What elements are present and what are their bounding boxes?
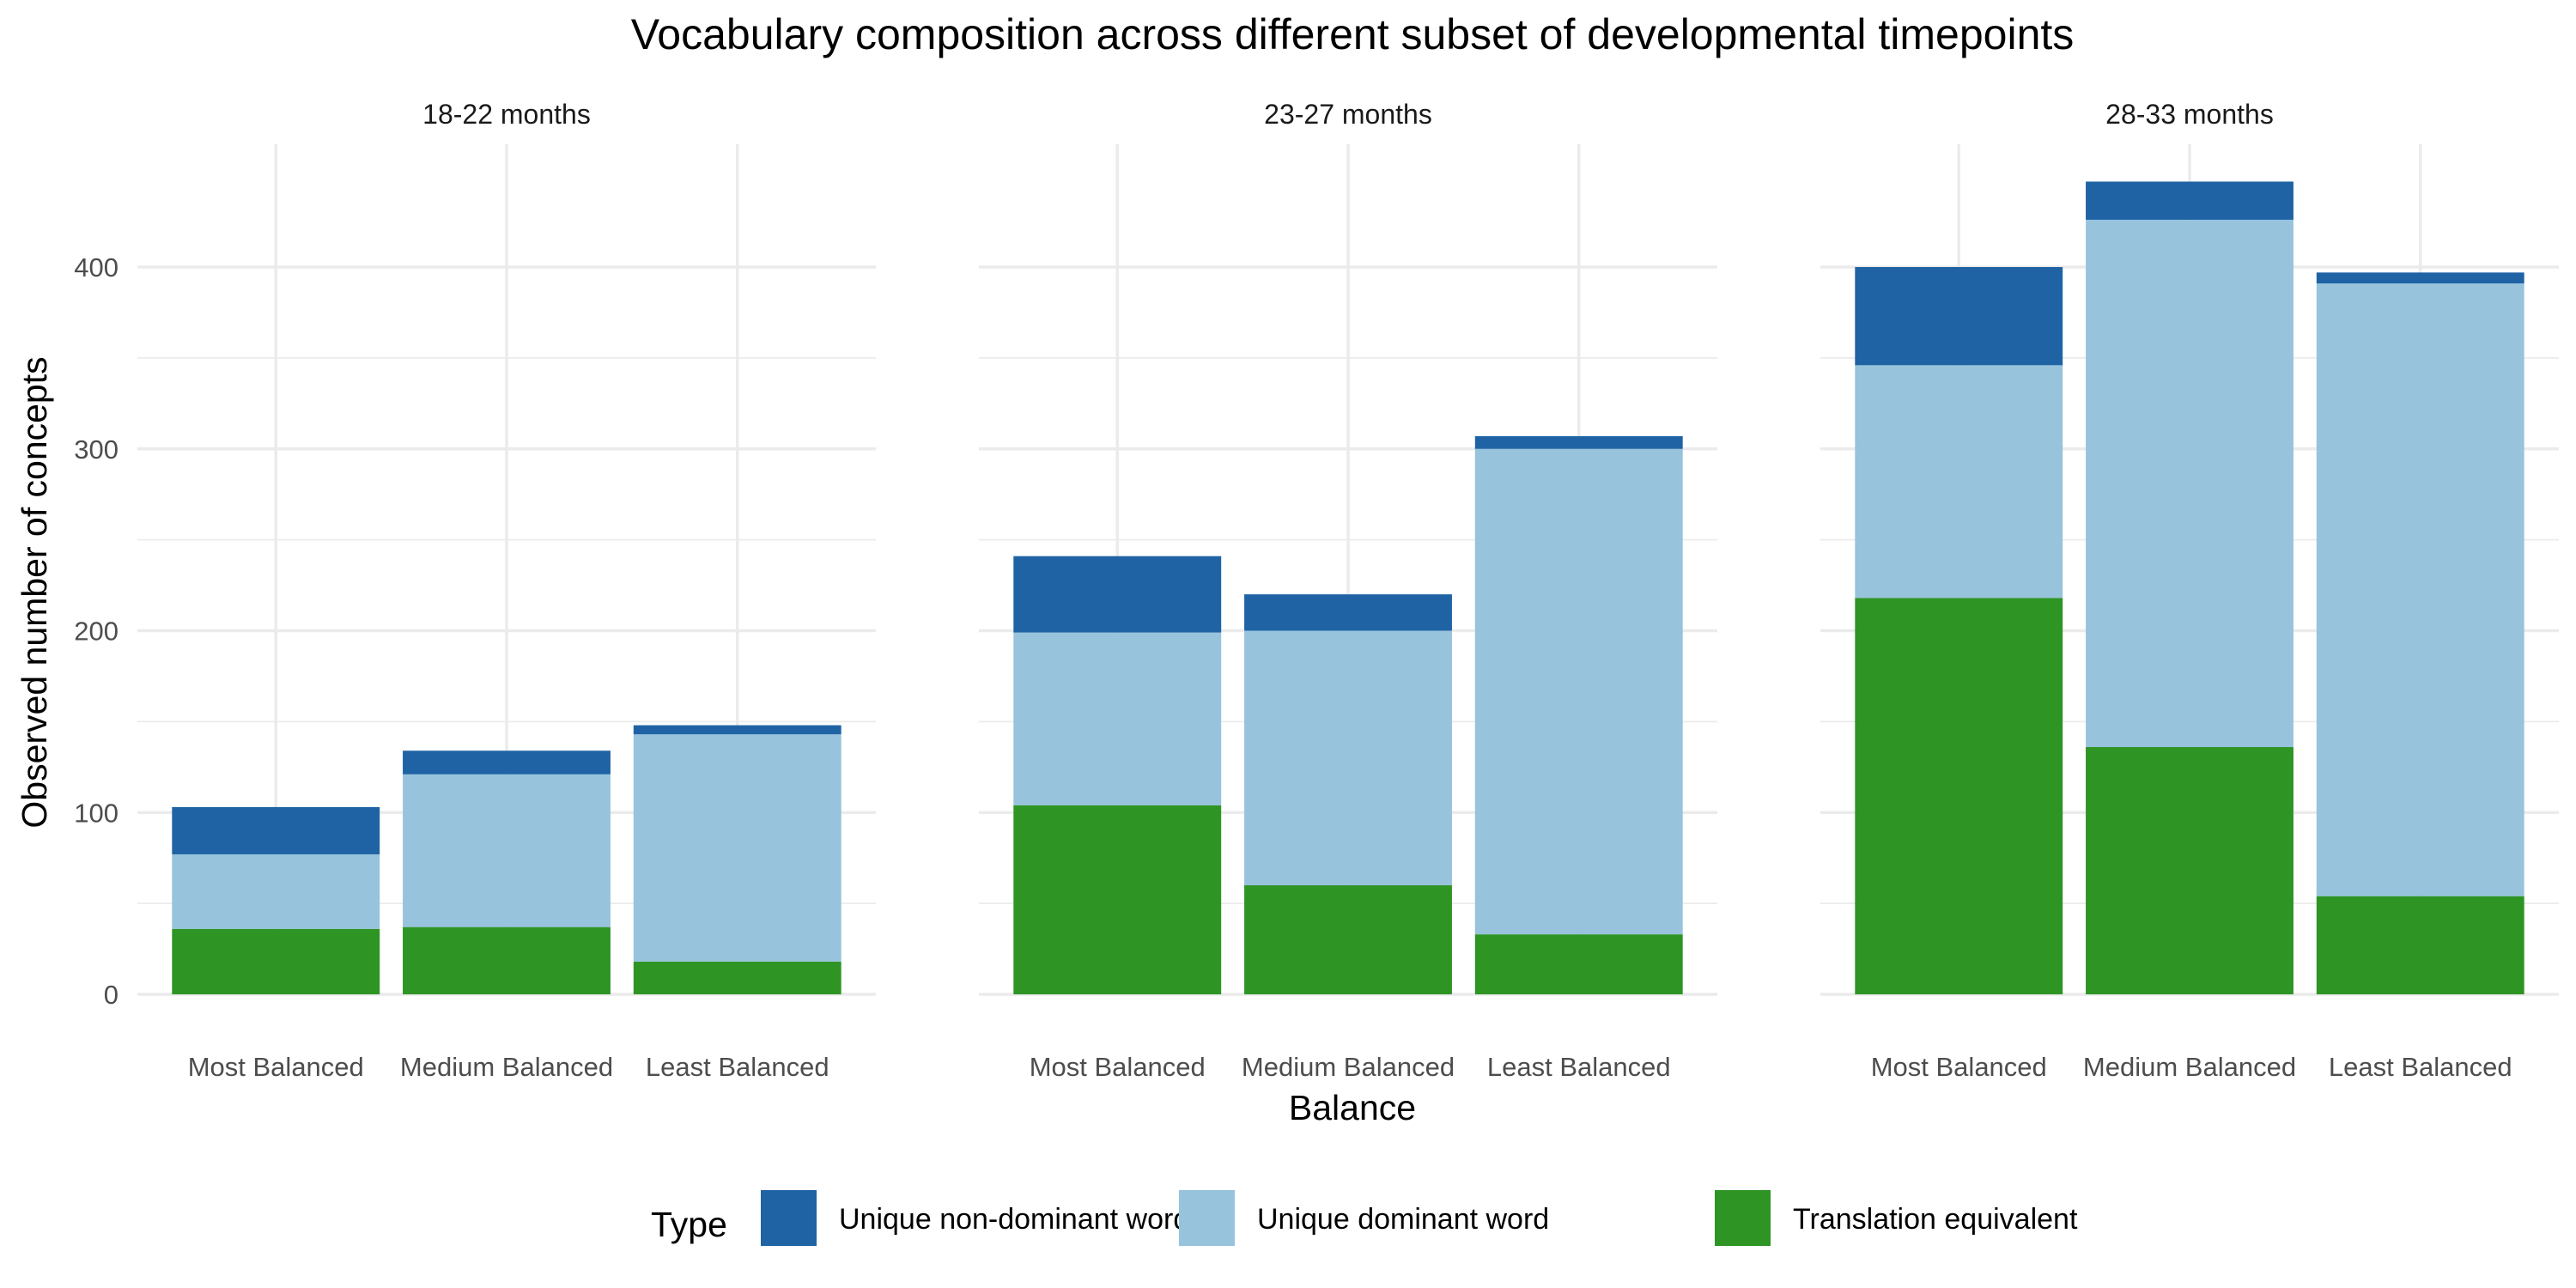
y-tick-label: 300 (74, 434, 118, 465)
x-tick-label: Least Balanced (1487, 1052, 1671, 1082)
bar-translation-equivalent-most-balanced (172, 928, 380, 994)
bar-unique-dominant-word-most-balanced (1855, 365, 2063, 598)
x-tick-label: Most Balanced (1030, 1052, 1206, 1082)
chart-title: Vocabulary composition across different … (631, 10, 2075, 58)
x-tick-label: Medium Balanced (1242, 1052, 1455, 1082)
x-tick-label: Most Balanced (188, 1052, 364, 1082)
bar-translation-equivalent-least-balanced (2316, 896, 2524, 994)
bar-translation-equivalent-medium-balanced (2086, 747, 2293, 994)
panel-23-27-months: 23-27 months Most Balanced Medium Balanced… (979, 99, 1717, 1082)
x-tick-label: Least Balanced (2329, 1052, 2512, 1082)
x-tick-label: Least Balanced (646, 1052, 829, 1082)
bar-unique-non-dominant-word-least-balanced (2316, 272, 2524, 284)
bar-translation-equivalent-medium-balanced (403, 927, 611, 994)
bar-unique-dominant-word-most-balanced (172, 854, 380, 929)
facet-panels: 18-22 months Most Balanced Medium Balanced… (74, 99, 2559, 1082)
bar-unique-dominant-word-least-balanced (633, 734, 841, 962)
panel-28-33-months: 28-33 months Most Balanced Medium Balanced… (1820, 99, 2559, 1082)
bar-translation-equivalent-least-balanced (1474, 934, 1683, 994)
bar-translation-equivalent-medium-balanced (1244, 884, 1452, 994)
bar-unique-non-dominant-word-least-balanced (1474, 435, 1683, 449)
x-tick-label: Most Balanced (1871, 1052, 2047, 1082)
y-tick-label: 200 (74, 617, 118, 647)
bar-unique-non-dominant-word-most-balanced (1855, 267, 2063, 366)
x-tick-label: Medium Balanced (2083, 1052, 2296, 1082)
bar-unique-dominant-word-medium-balanced (1244, 630, 1452, 885)
bar-unique-non-dominant-word-most-balanced (1013, 556, 1222, 633)
legend-title: Type (651, 1205, 727, 1244)
y-tick-label: 400 (74, 252, 118, 283)
bar-unique-non-dominant-word-medium-balanced (403, 750, 611, 775)
bar-unique-non-dominant-word-most-balanced (172, 806, 380, 854)
y-tick-label: 100 (74, 798, 118, 828)
legend-label-unique-non-dominant-word: Unique non-dominant word (839, 1203, 1189, 1236)
bar-unique-dominant-word-least-balanced (2316, 283, 2524, 896)
bar-unique-non-dominant-word-medium-balanced (1244, 594, 1452, 631)
legend-key-unique-dominant-word (1179, 1190, 1235, 1246)
legend-label-unique-dominant-word: Unique dominant word (1257, 1203, 1549, 1236)
facet-label: 23-27 months (1264, 99, 1432, 130)
facet-label: 28-33 months (2105, 99, 2274, 130)
bar-unique-dominant-word-most-balanced (1013, 632, 1222, 805)
bar-unique-dominant-word-medium-balanced (403, 774, 611, 927)
bar-translation-equivalent-most-balanced (1013, 805, 1222, 994)
panel-18-22-months: 18-22 months Most Balanced Medium Balanced… (74, 99, 876, 1082)
y-tick-label: 0 (104, 980, 118, 1010)
bar-translation-equivalent-most-balanced (1855, 598, 2063, 994)
y-axis-title: Observed number of concepts (15, 356, 54, 828)
x-axis-title: Balance (1289, 1088, 1416, 1127)
bar-unique-dominant-word-medium-balanced (2086, 219, 2293, 748)
bar-unique-non-dominant-word-least-balanced (633, 725, 841, 735)
x-tick-label: Medium Balanced (400, 1052, 613, 1082)
legend-key-translation-equivalent (1715, 1190, 1771, 1246)
legend-label-translation-equivalent: Translation equivalent (1793, 1203, 2078, 1236)
bar-unique-dominant-word-least-balanced (1474, 448, 1683, 935)
legend: Type Unique non-dominant word Unique domi… (651, 1190, 2078, 1246)
bar-unique-non-dominant-word-medium-balanced (2086, 181, 2293, 220)
facet-label: 18-22 months (422, 99, 591, 130)
bar-translation-equivalent-least-balanced (633, 961, 841, 994)
legend-key-unique-non-dominant-word (761, 1190, 817, 1246)
